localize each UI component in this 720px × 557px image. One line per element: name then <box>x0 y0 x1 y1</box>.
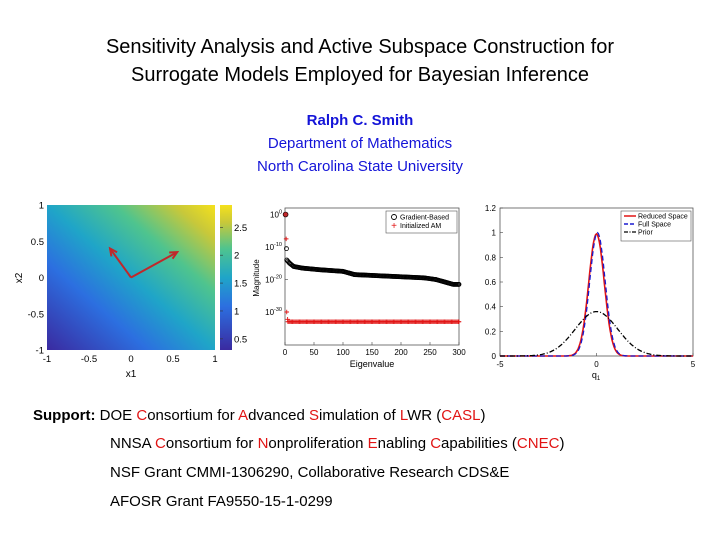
support-text-segment: apabilities ( <box>441 435 517 452</box>
y-tick-label: 10-30 <box>265 307 282 317</box>
university: North Carolina State University <box>257 158 463 175</box>
legend-label: Prior <box>638 230 653 237</box>
colorbar-tick-label: 0.5 <box>234 334 247 345</box>
legend-label: Full Space <box>638 222 671 229</box>
title-line-1: Sensitivity Analysis and Active Subspace… <box>105 36 615 58</box>
heatmap-chart: -1 -0.5 0 0.5 1 1 0.5 0 -0.5 -1 2.5 2 1.5 1 0.5 x1 x… <box>14 201 247 381</box>
support-text-segment: N <box>257 435 269 452</box>
y-tick-label: 0.4 <box>485 303 497 312</box>
y-axis-label: x2 <box>14 272 25 283</box>
data-point <box>283 236 289 242</box>
x-tick-label: 0 <box>128 354 133 365</box>
legend-plus-icon: + <box>391 221 397 232</box>
data-point <box>284 309 290 315</box>
department: Department of Mathematics <box>267 135 453 152</box>
support-text-segment: ) <box>480 407 486 424</box>
y-tick-label: 100 <box>270 210 282 220</box>
y-tick-label: 0 <box>39 273 44 284</box>
y-axis-label: Magnitude <box>252 259 261 297</box>
legend: Reduced Space Full Space Prior <box>620 210 692 242</box>
x-tick-label: 250 <box>423 348 437 357</box>
x-tick-label: 200 <box>394 348 408 357</box>
x-tick-label: 300 <box>452 348 466 357</box>
support-text-segment: E <box>367 435 378 452</box>
legend-label: Gradient-Based <box>400 215 449 222</box>
data-point <box>456 281 462 287</box>
y-tick-label: 0.5 <box>31 237 44 248</box>
support-text-segment: A <box>238 407 249 424</box>
support-text-segment: onsortium for <box>165 435 258 452</box>
support-text-segment: C <box>155 435 166 452</box>
colorbar-tick-label: 1.5 <box>234 279 247 290</box>
x-tick-label: 100 <box>336 348 350 357</box>
support-text-segment: DOE <box>99 407 137 424</box>
y-tick-label: 1.2 <box>485 204 497 213</box>
data-point <box>282 211 289 218</box>
legend-circle-icon <box>391 214 397 220</box>
support-text-segment: CASL <box>441 407 481 424</box>
y-tick-label: 10-10 <box>265 242 282 252</box>
data-point <box>284 246 289 252</box>
x-axis-label: Eigenvalue <box>350 359 395 369</box>
y-tick-label: 0 <box>492 352 497 361</box>
x-tick-label: 0 <box>594 360 599 369</box>
y-tick-label: 0.8 <box>485 253 497 262</box>
support-line-3: NSF Grant CMMI-1306290, Collaborative Re… <box>110 464 510 481</box>
support-text-segment: WR ( <box>407 407 442 424</box>
eigenvalue-chart: 0 50 100 150 200 250 300 100 10-10 10-20 10-30 Gra… <box>252 207 466 369</box>
legend-label: Initialized AM <box>400 223 441 230</box>
x-tick-label: 0 <box>283 348 288 357</box>
support-text-segment: imulation of <box>318 407 400 424</box>
legend-label: Reduced Space <box>638 214 688 221</box>
support-text-segment: onsortium for <box>147 407 239 424</box>
density-chart: -5 0 51.210.80.60.40.20 Reduced Space Full… <box>485 204 696 382</box>
y-tick-label: 1 <box>492 229 497 238</box>
y-tick-label: 10-20 <box>265 275 282 285</box>
author-name: Ralph C. Smith <box>306 112 414 129</box>
x-tick-label: -5 <box>496 360 504 369</box>
support-line-1: Support: DOE Consortium for Advanced Sim… <box>33 407 485 424</box>
x-axis-label: x1 <box>126 369 137 380</box>
support-text-1: DOE Consortium for Advanced Simulation o… <box>100 407 486 424</box>
x-tick-label: 0.5 <box>166 354 179 365</box>
direction-arrow <box>130 251 178 279</box>
colorbar-tick-label: 2 <box>234 251 239 262</box>
data-point <box>456 319 462 325</box>
support-text-segment: nabling <box>377 435 431 452</box>
y-tick-label: 0.6 <box>485 278 497 287</box>
title-line-2: Surrogate Models Employed for Bayesian I… <box>130 64 590 86</box>
support-line-4: AFOSR Grant FA9550-15-1-0299 <box>110 493 333 510</box>
support-text-segment: C <box>136 407 148 424</box>
x-tick-label: -0.5 <box>81 354 97 365</box>
support-text-segment: onproliferation <box>268 435 368 452</box>
support-text-segment: NNSA <box>110 435 156 452</box>
support-text-segment: CNEC <box>516 435 560 452</box>
x-tick-label: 5 <box>691 360 696 369</box>
x-tick-label: 50 <box>310 348 319 357</box>
y-tick-label: -0.5 <box>28 309 44 320</box>
density-curve <box>500 310 693 357</box>
support-line-2: NNSA Consortium for Nonproliferation Ena… <box>110 435 564 452</box>
support-label: Support: <box>33 407 96 424</box>
arrow-head <box>169 251 180 260</box>
support-text-segment: dvanced <box>248 407 309 424</box>
x-axis-label: q1 <box>592 370 601 382</box>
support-text-segment: ) <box>559 435 565 452</box>
colorbar <box>220 205 232 350</box>
support-text-segment: S <box>308 407 319 424</box>
y-tick-label: 1 <box>39 201 44 212</box>
x-tick-label: -1 <box>43 354 51 365</box>
y-tick-label: 0.2 <box>485 327 497 336</box>
legend: Gradient-Based + Initialized AM <box>385 210 458 234</box>
colorbar-tick-label: 2.5 <box>234 223 247 234</box>
x-tick-label: 1 <box>212 354 217 365</box>
support-text-segment: C <box>430 435 442 452</box>
y-tick-label: -1 <box>36 346 44 357</box>
arrow-head <box>108 246 118 257</box>
x-tick-label: 150 <box>365 348 379 357</box>
colorbar-tick-label: 1 <box>234 306 239 317</box>
support-text-segment: L <box>399 407 408 424</box>
direction-arrow <box>109 247 132 279</box>
